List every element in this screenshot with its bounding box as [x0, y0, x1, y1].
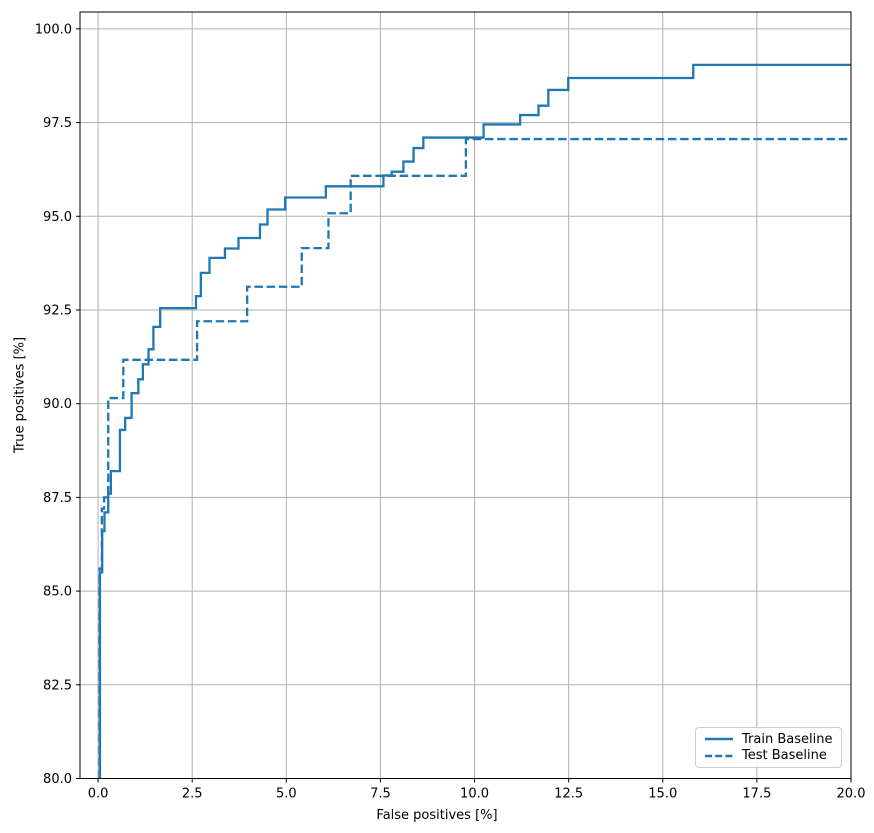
plot-border: [79, 11, 852, 779]
x-tick-label: 5.0: [276, 787, 297, 802]
y-tick-label: 97.5: [43, 116, 72, 131]
legend-item-train-baseline: Train Baseline: [704, 731, 833, 748]
test-baseline-line-sample-icon: [705, 754, 733, 757]
x-tick-label: 17.5: [742, 787, 771, 802]
y-tick-label: 82.5: [43, 678, 72, 693]
y-axis-label: True positives [%]: [12, 336, 28, 454]
y-tick-label: 85.0: [43, 585, 72, 600]
legend-item-test-baseline: Test Baseline: [704, 748, 833, 765]
x-tick-label: 0.0: [88, 787, 109, 802]
y-tick-label: 87.5: [43, 491, 72, 506]
x-tick-label: 7.5: [370, 787, 391, 802]
legend-label-test-baseline: Test Baseline: [742, 748, 827, 764]
train-baseline-line-sample-icon: [705, 738, 733, 741]
x-tick-label: 20.0: [837, 787, 866, 802]
y-tick-label: 95.0: [43, 210, 72, 225]
y-tick-label: 90.0: [43, 397, 72, 412]
x-tick-label: 10.0: [460, 787, 489, 802]
x-tick-label: 12.5: [554, 787, 583, 802]
x-axis-label: False positives [%]: [376, 808, 498, 823]
y-tick-label: 92.5: [43, 303, 72, 318]
x-tick-label: 2.5: [182, 787, 203, 802]
train-baseline-curve: [98, 63, 851, 779]
y-tick-label: 100.0: [35, 22, 72, 37]
test-baseline-curve: [98, 137, 851, 779]
y-tick-label: 80.0: [43, 772, 72, 787]
legend-label-train-baseline: Train Baseline: [742, 731, 833, 747]
legend: Train Baseline Test Baseline: [695, 727, 842, 768]
x-tick-label: 15.0: [648, 787, 677, 802]
